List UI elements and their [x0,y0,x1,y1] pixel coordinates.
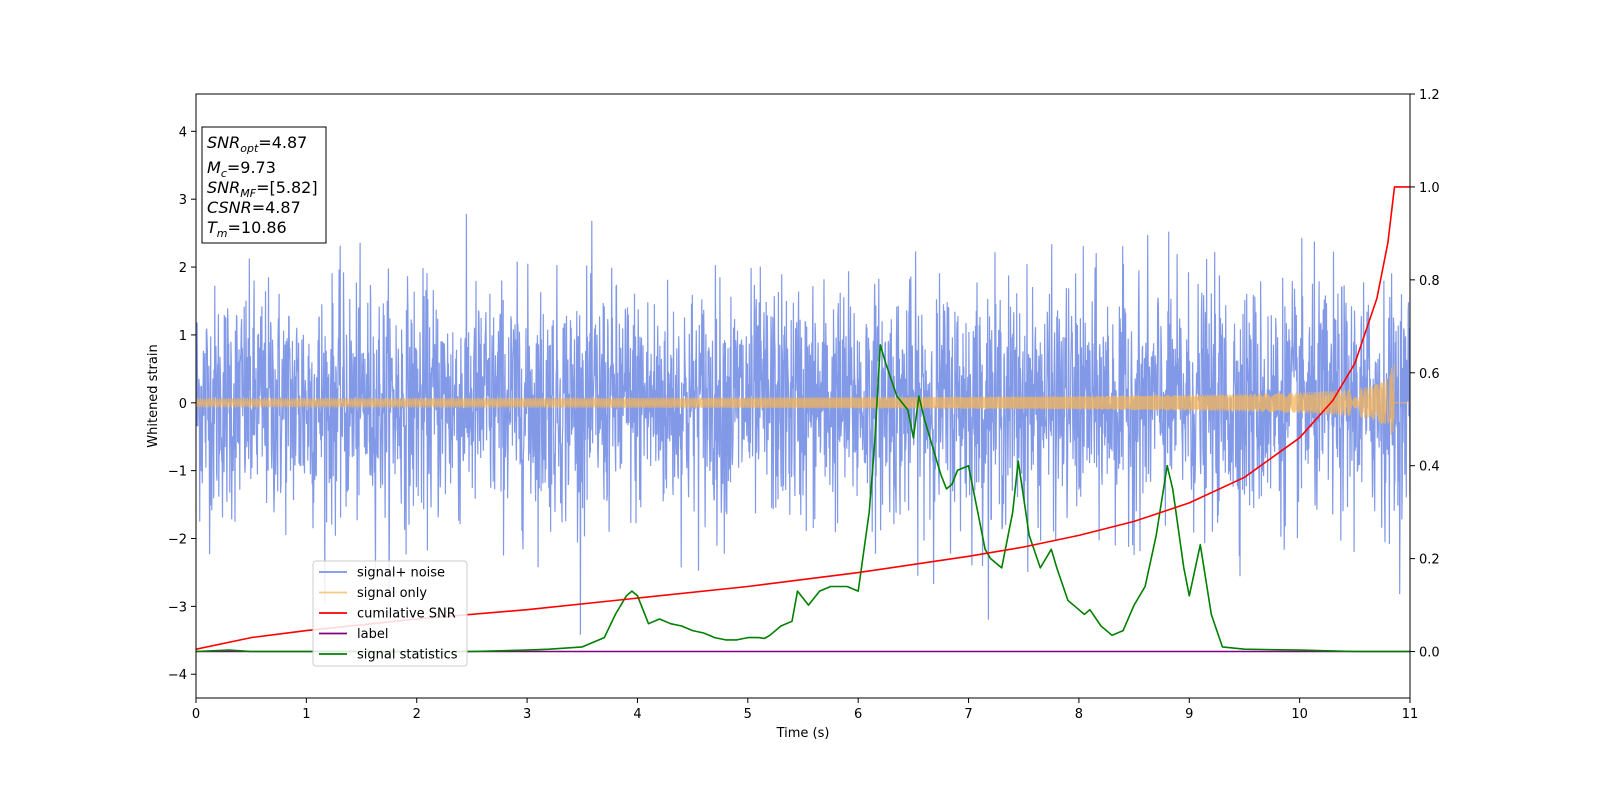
info-box: SNRopt=4.87 Mc=9.73 SNRMF=[5.82] CSNR=4.… [201,126,327,244]
y-axis-left: −4 −3 −2 −1 0 1 2 3 4 [168,125,196,683]
y-left-tick-label: 3 [179,193,187,208]
info-csnr: CSNR=4.87 [207,198,301,217]
y-left-tick-label: 1 [179,329,187,344]
y-axis-right: 0.0 0.2 0.4 0.6 0.8 1.0 1.2 [1410,88,1440,661]
y-left-tick-label: 0 [179,397,187,412]
legend-frame [312,560,468,667]
series-signal-only-line [196,364,1396,435]
y-left-tick-label: −1 [168,465,187,480]
x-tick-label: 7 [964,707,972,722]
y-left-tick-label: 2 [179,261,187,276]
legend-entry-label: signal only [357,586,427,601]
info-mc-value: =9.73 [227,158,276,177]
x-tick-label: 1 [302,707,310,722]
x-tick-label: 9 [1185,707,1193,722]
y-right-tick-label: 0.0 [1419,646,1440,661]
x-tick-label: 6 [854,707,862,722]
y-left-tick-label: 4 [179,125,187,140]
x-tick-label: 2 [413,707,421,722]
y-right-tick-label: 0.2 [1419,553,1440,568]
y-left-tick-label: −4 [168,668,187,683]
y-right-tick-label: 0.4 [1419,460,1440,475]
x-tick-label: 5 [744,707,752,722]
legend-entry-label: cumilative SNR [357,607,456,622]
info-snr-mf-value: =[5.82] [256,178,318,197]
series-signal-statistics-line [196,344,1410,653]
legend-entry-label: signal statistics [357,648,458,663]
x-tick-label: 3 [523,707,531,722]
y-left-tick-label: −3 [168,600,187,615]
x-tick-label: 0 [192,707,200,722]
y-left-tick-label: −2 [168,533,187,548]
legend: signal+ noise signal only cumilative SNR la… [312,560,468,667]
plot-frame [195,93,1411,699]
info-mc: Mc=9.73 [207,158,276,180]
x-tick-label: 4 [633,707,641,722]
y-right-tick-label: 0.8 [1419,274,1440,289]
x-axis-label: Time (s) [776,726,830,741]
info-csnr-value: =4.87 [252,198,301,217]
info-snr-mf: SNRMF=[5.82] [207,178,318,200]
y-axis-label: Whitened strain [146,344,161,447]
x-tick-label: 8 [1075,707,1083,722]
x-tick-label: 11 [1402,707,1419,722]
y-right-tick-label: 1.2 [1419,88,1440,103]
x-tick-label: 10 [1291,707,1308,722]
info-tm-value: =10.86 [228,218,287,237]
y-right-tick-label: 0.6 [1419,367,1440,382]
info-tm: Tm=10.86 [207,218,287,240]
legend-entry-label: label [357,627,388,642]
info-box-frame [201,126,327,244]
x-axis: 0 1 2 3 4 5 6 7 8 9 10 11 [192,698,1418,722]
y-right-tick-label: 1.0 [1419,181,1440,196]
legend-entry-label: signal+ noise [357,566,445,581]
info-snr-opt: SNRopt=4.87 [207,133,307,155]
info-snr-opt-value: =4.87 [258,133,307,152]
